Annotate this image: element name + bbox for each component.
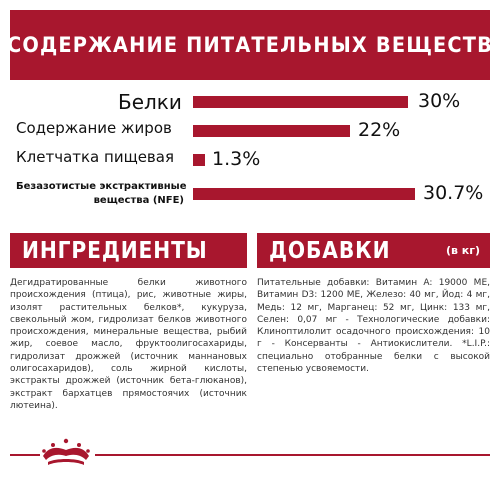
nutrition-header-banner: СОДЕРЖАНИЕ ПИТАТЕЛЬНЫХ ВЕЩЕСТВ (6, 10, 494, 80)
nutrient-label-fat: Содержание жиров (16, 119, 172, 137)
additives-title: ДОБАВКИ (269, 237, 391, 264)
nutrient-label-nfe: Безазотистые экстрактивные вещества (NFE… (16, 180, 187, 208)
nutrient-label-nfe-line2: вещества (NFE) (93, 195, 184, 206)
additives-subtitle: (в кг) (445, 244, 480, 257)
ingredients-title: ИНГРЕДИЕНТЫ (22, 237, 208, 264)
nutrient-value-nfe: 30.7% (423, 182, 484, 204)
nutrition-header-title: СОДЕРЖАНИЕ ПИТАТЕЛЬНЫХ ВЕЩЕСТВ (6, 32, 494, 58)
crown-icon (42, 438, 90, 465)
nutrient-bar-fat (193, 125, 350, 137)
nutrient-value-protein: 30% (418, 90, 461, 112)
nutrient-bar-protein (193, 96, 408, 108)
ingredients-text: Дегидратированные белки животного происх… (10, 278, 247, 411)
nutrient-value-fat: 22% (358, 119, 401, 141)
nutrient-bar-nfe (193, 188, 415, 200)
nutrient-label-protein: Белки (118, 90, 182, 114)
additives-text: Питательные добавки: Витамин A: 19000 МЕ… (257, 278, 490, 375)
footer-divider-left (10, 454, 40, 456)
nutrient-bar-fiber (193, 154, 205, 166)
nutrient-label-fiber: Клетчатка пищевая (16, 148, 174, 166)
additives-header: ДОБАВКИ (в кг) (257, 233, 490, 268)
footer-divider-right (95, 454, 490, 456)
ingredients-header: ИНГРЕДИЕНТЫ (10, 233, 247, 268)
nutrient-value-fiber: 1.3% (212, 148, 261, 170)
nutrient-label-nfe-line1: Безазотистые экстрактивные (16, 181, 187, 192)
